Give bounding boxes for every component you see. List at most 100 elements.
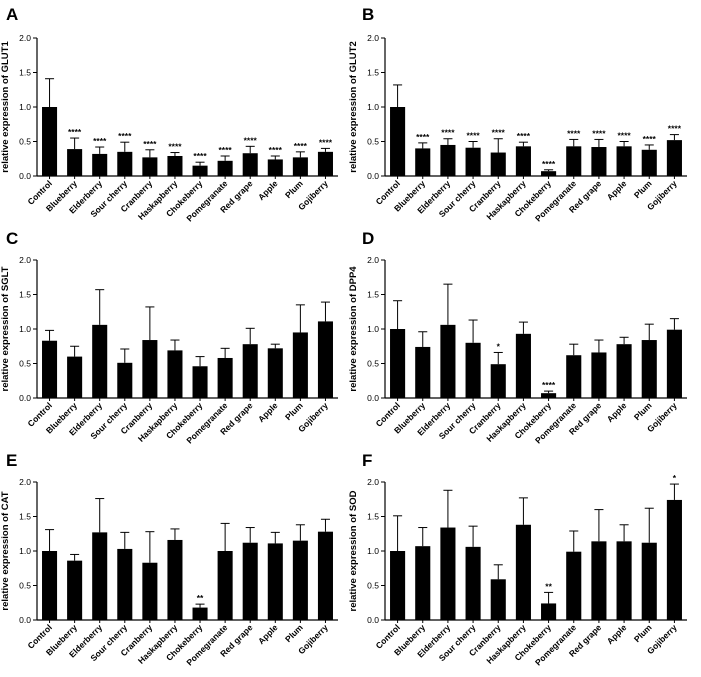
bar — [42, 107, 58, 176]
y-tick-label: 2.0 — [367, 477, 379, 487]
significance-label: ** — [545, 581, 552, 591]
y-tick-label: 0.0 — [19, 171, 31, 181]
panel-letter: E — [6, 451, 17, 470]
bar — [641, 149, 657, 176]
y-tick-label: 1.5 — [19, 512, 31, 522]
significance-label: **** — [592, 128, 606, 138]
significance-label: **** — [168, 142, 182, 152]
bar — [666, 140, 682, 176]
bar — [92, 324, 108, 398]
y-tick-label: 1.5 — [367, 290, 379, 300]
bar — [616, 541, 632, 620]
significance-label: **** — [668, 124, 682, 134]
panel-c: C 0.0 0.5 1.0 1.5 2.0 relative expression of S… — [0, 229, 338, 445]
bar — [515, 333, 531, 398]
category-label: Apple — [605, 622, 629, 646]
bar — [217, 357, 233, 398]
category-label: Apple — [256, 622, 280, 646]
bar — [267, 348, 283, 398]
significance-label: **** — [567, 128, 581, 138]
significance-label: **** — [542, 380, 556, 390]
y-tick-label: 0.0 — [19, 615, 31, 625]
bar — [217, 551, 233, 620]
bar — [167, 155, 183, 176]
category-label: Plum — [283, 400, 305, 422]
significance-label: **** — [492, 128, 506, 138]
bar — [390, 107, 406, 176]
bar — [465, 342, 481, 398]
y-tick-label: 2.0 — [19, 255, 31, 265]
panel-a: A 0.0 0.5 1.0 1.5 2.0 relative expression of G… — [0, 5, 338, 223]
bar — [415, 346, 431, 398]
category-label: Plum — [283, 622, 305, 644]
bar — [317, 321, 333, 398]
y-tick-label: 1.0 — [19, 324, 31, 334]
bar — [490, 152, 506, 176]
bar — [292, 540, 308, 620]
y-tick-label: 0.5 — [367, 359, 379, 369]
bar — [515, 524, 531, 620]
bar — [117, 548, 133, 620]
bar — [142, 562, 158, 620]
y-tick-label: 0.5 — [19, 581, 31, 591]
bar — [192, 607, 208, 620]
bar — [167, 350, 183, 398]
y-tick-label: 1.0 — [367, 102, 379, 112]
bar — [67, 560, 83, 620]
bar — [515, 146, 531, 176]
bar — [42, 551, 58, 620]
significance-label: **** — [269, 145, 283, 155]
panel-e: E 0.0 0.5 1.0 1.5 2.0 relative expression of C… — [0, 451, 338, 667]
bar — [415, 546, 431, 620]
y-tick-label: 0.0 — [367, 393, 379, 403]
y-tick-label: 1.5 — [19, 290, 31, 300]
panel-letter: C — [6, 229, 18, 248]
bar — [666, 499, 682, 620]
significance-label: **** — [319, 137, 333, 147]
y-tick-label: 1.0 — [367, 324, 379, 334]
bar — [292, 332, 308, 398]
bar — [465, 147, 481, 176]
significance-label: **** — [294, 141, 308, 151]
bar — [616, 146, 632, 176]
significance-label: **** — [93, 136, 107, 146]
y-axis-label: relative expression of SOD — [348, 490, 359, 611]
bar — [117, 362, 133, 398]
significance-label: **** — [643, 134, 657, 144]
y-axis-label: relative expression of GLUT1 — [0, 41, 11, 173]
bar — [67, 149, 83, 176]
bar — [242, 153, 258, 176]
bar — [440, 324, 456, 398]
bar — [490, 364, 506, 398]
bar — [440, 144, 456, 176]
bar — [641, 340, 657, 398]
significance-label: **** — [466, 131, 480, 141]
y-tick-label: 2.0 — [19, 33, 31, 43]
category-label: Apple — [605, 178, 629, 202]
bar — [641, 542, 657, 620]
y-tick-label: 1.0 — [19, 102, 31, 112]
panel-letter: A — [6, 5, 18, 24]
significance-label: **** — [193, 151, 207, 161]
significance-label: * — [673, 473, 677, 483]
bar — [67, 356, 83, 398]
y-tick-label: 1.5 — [19, 68, 31, 78]
category-label: Apple — [605, 400, 629, 424]
y-tick-label: 0.5 — [367, 137, 379, 147]
category-label: Plum — [632, 178, 654, 200]
bar — [292, 157, 308, 176]
bar — [566, 146, 582, 176]
significance-label: **** — [118, 131, 132, 141]
y-axis-label: relative expression of CAT — [0, 491, 11, 610]
y-axis-label: relative expression of SGLT — [0, 266, 11, 391]
panel-letter: F — [362, 451, 372, 470]
bar — [440, 527, 456, 620]
bar — [142, 157, 158, 176]
y-tick-label: 1.5 — [367, 512, 379, 522]
y-axis-label: relative expression of GLUT2 — [348, 41, 359, 172]
bar — [192, 165, 208, 176]
bar — [217, 160, 233, 176]
panel-letter: B — [362, 5, 374, 24]
bar — [490, 579, 506, 620]
